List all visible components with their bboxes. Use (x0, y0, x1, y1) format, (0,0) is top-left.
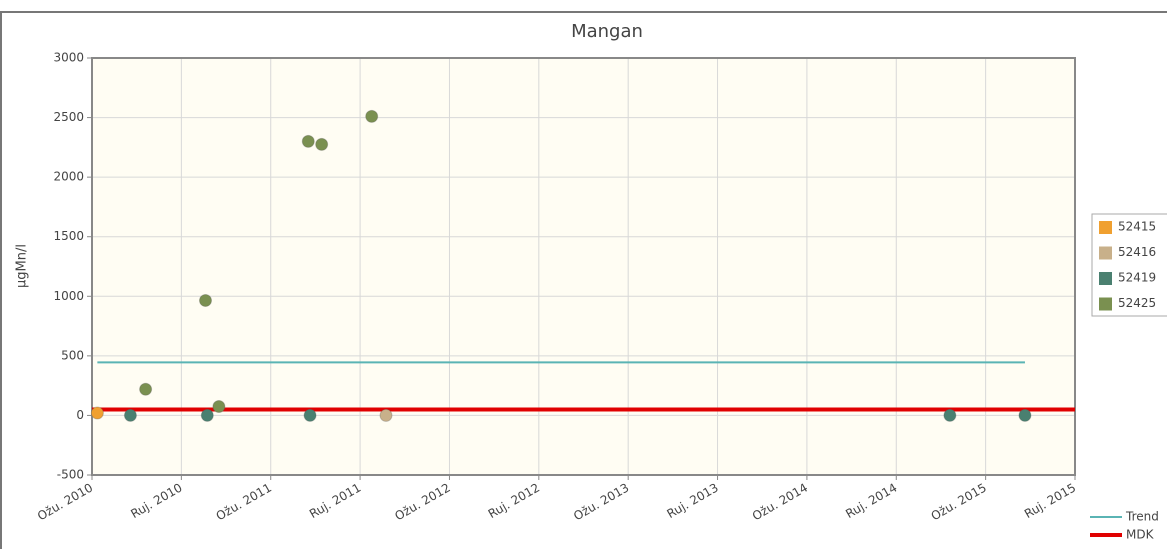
legend-border (1091, 213, 1167, 317)
legend-swatch (1099, 297, 1112, 311)
point (365, 109, 379, 123)
y-tick-label: 0 (76, 408, 84, 422)
point (943, 408, 957, 422)
x-tick-label: Ožu. 2012 (392, 481, 452, 524)
point (198, 293, 212, 307)
x-tick-label: Ruj. 2010 (128, 481, 184, 522)
y-tick-label: -500 (57, 468, 84, 482)
point (139, 382, 153, 396)
x-tick-label: Ožu. 2011 (214, 481, 274, 524)
y-axis-label: µgMn/l (15, 244, 30, 288)
plot-border (91, 57, 1076, 476)
point (379, 408, 393, 422)
legend-label: 52425 (1118, 296, 1156, 310)
point (200, 408, 214, 422)
legend-label: Trend (1125, 510, 1159, 524)
plot-area (92, 58, 1075, 475)
frame (0, 11, 1167, 549)
legend-swatch (1099, 272, 1112, 285)
x-tick-label: Ruj. 2013 (665, 481, 721, 522)
legend-label: 52419 (1118, 271, 1156, 285)
legend-swatch (1099, 246, 1112, 260)
x-tick-label: Ruj. 2015 (1022, 481, 1078, 522)
point (123, 408, 137, 422)
y-tick-label: 1000 (53, 289, 84, 303)
x-tick-label: Ruj. 2012 (486, 481, 542, 522)
legend-label: 52416 (1118, 245, 1156, 259)
x-tick-label: Ruj. 2011 (307, 481, 363, 522)
y-tick-label: 2500 (53, 110, 84, 124)
y-tick-label: 1500 (53, 229, 84, 243)
x-tick-label: Ožu. 2010 (35, 481, 95, 524)
point (90, 406, 104, 420)
y-tick-label: 500 (61, 348, 84, 362)
legend-swatch (1099, 221, 1112, 234)
legend-label: 52415 (1118, 220, 1156, 234)
x-tick-label: Ožu. 2014 (750, 481, 810, 524)
point (1018, 408, 1032, 422)
x-tick-label: Ožu. 2015 (929, 481, 989, 524)
x-tick-label: Ožu. 2013 (571, 481, 631, 524)
point (301, 134, 315, 148)
y-tick-label: 2000 (53, 170, 84, 184)
point (315, 137, 329, 151)
y-tick-label: 3000 (53, 51, 84, 65)
x-tick-label: Ruj. 2014 (843, 481, 899, 522)
point (303, 408, 317, 422)
point (212, 399, 226, 413)
chart-title: Mangan (571, 21, 643, 42)
legend-label: MDK (1126, 528, 1155, 542)
